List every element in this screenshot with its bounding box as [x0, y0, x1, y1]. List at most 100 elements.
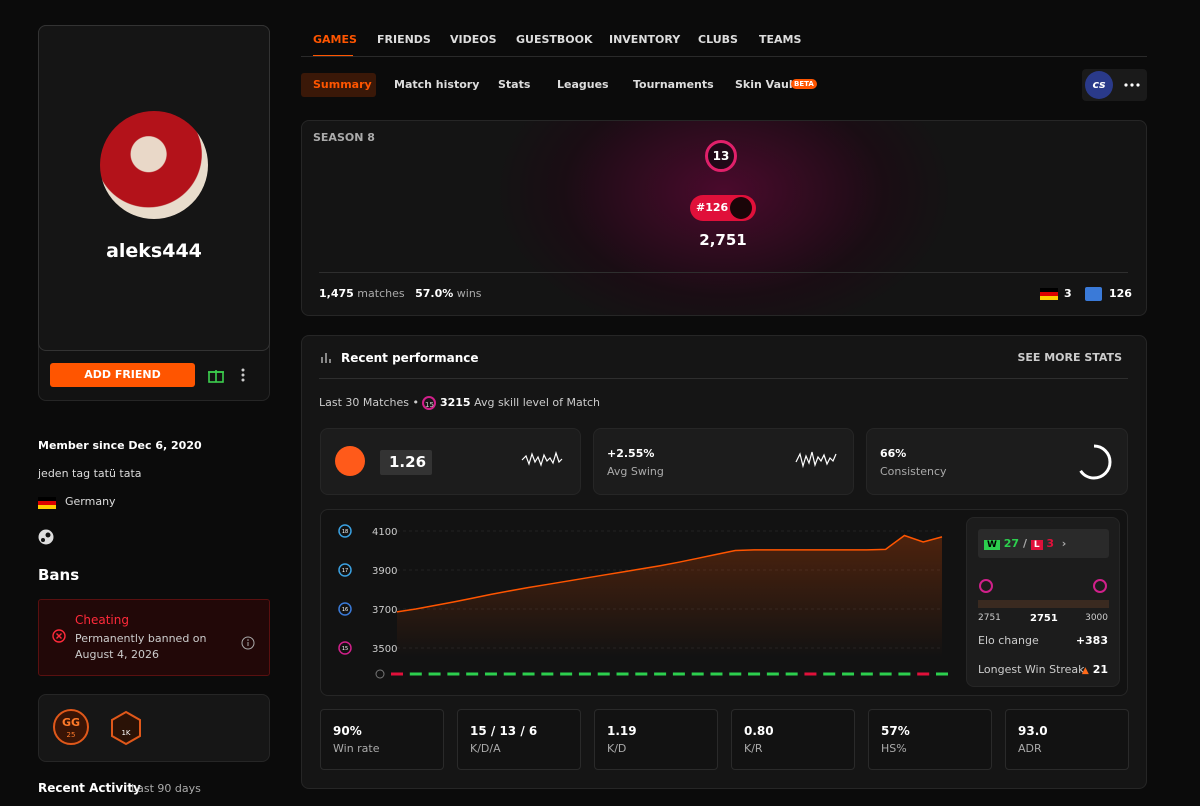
ban-detail: Permanently banned on August 4, 2026 [75, 632, 207, 661]
bans-title: Bans [38, 566, 80, 584]
gift-icon[interactable] [207, 366, 225, 384]
consistency-label: Consistency [880, 465, 947, 478]
tab[interactable]: GAMES [313, 33, 357, 46]
stat-card [868, 709, 992, 770]
result-marker [635, 672, 648, 676]
subtab[interactable]: Match history [394, 78, 480, 91]
beta-badge: BETA [791, 79, 817, 89]
badges: GG 25 1K [53, 709, 141, 746]
y-tick-label: 3900 [372, 566, 397, 577]
result-marker [729, 672, 742, 676]
y-tick-label: 3500 [372, 644, 397, 655]
subtab[interactable]: Tournaments [633, 78, 714, 91]
more-icon[interactable] [240, 367, 246, 383]
region-icon [1085, 287, 1102, 301]
level-from [979, 579, 993, 593]
consistency-ring [1076, 444, 1112, 480]
rating-value: 1.26 [389, 453, 427, 471]
result-marker [466, 672, 479, 676]
subtab[interactable]: Stats [498, 78, 531, 91]
wins-label: wins [456, 287, 482, 300]
tick-level: 17 [342, 568, 348, 574]
ban-box [38, 599, 270, 676]
stat-card [594, 709, 718, 770]
stat-card [731, 709, 855, 770]
region-rank: 126 [1109, 287, 1132, 300]
add-friend-button[interactable]: ADD FRIEND [50, 363, 195, 387]
range-min: 2751 [978, 613, 1001, 623]
avg-level: 15 [422, 396, 437, 410]
consistency-value: 66% [880, 447, 907, 460]
info-icon [375, 669, 385, 679]
avg-skill: 3215 [439, 396, 471, 409]
username: aleks444 [106, 240, 202, 262]
level-to [1093, 579, 1107, 593]
bio: jeden tag tatü tata [38, 467, 142, 480]
result-marker [917, 672, 930, 676]
result-marker [785, 672, 798, 676]
tab[interactable]: VIDEOS [450, 33, 497, 46]
result-marker [823, 672, 836, 676]
elo-change: +383 [1075, 634, 1108, 647]
result-marker [842, 672, 855, 676]
tab[interactable]: CLUBS [698, 33, 738, 46]
tab[interactable]: INVENTORY [609, 33, 681, 46]
country-rank: 3 [1064, 287, 1072, 300]
stat-label: ADR [1018, 742, 1042, 755]
swing-value: +2.55% [607, 447, 655, 460]
result-marker [597, 672, 610, 676]
more-icon[interactable] [1124, 83, 1140, 87]
stat-value: 57% [881, 724, 910, 738]
result-marker [804, 672, 817, 676]
country: Germany [65, 495, 116, 508]
subtab[interactable]: Leagues [557, 78, 609, 91]
result-marker [672, 672, 685, 676]
result-marker [898, 672, 911, 676]
subtab[interactable]: Summary [313, 78, 372, 91]
tick-level-icon [338, 524, 352, 538]
stat-value: 1.19 [607, 724, 637, 738]
tick-level-icon [338, 641, 352, 655]
matches: 1,475 [319, 287, 354, 300]
loss-tag: L [1030, 540, 1043, 550]
result-marker [391, 672, 403, 676]
subtab[interactable]: Skin Vault [735, 78, 798, 91]
stat-label: K/D [607, 742, 627, 755]
current-elo: 2751 [1030, 613, 1058, 624]
result-marker [447, 672, 460, 676]
tick-level-icon [338, 563, 352, 577]
range-max: 3000 [1085, 613, 1108, 623]
tick-level: 15 [342, 646, 348, 652]
result-marker [936, 672, 948, 676]
ban-icon [52, 629, 66, 643]
result-marker [616, 672, 629, 676]
result-marker [691, 672, 704, 676]
game-badge: cs [1085, 71, 1113, 99]
elo-change-label: Elo change [978, 634, 1039, 647]
steam-icon[interactable] [38, 529, 54, 545]
swing-label: Avg Swing [607, 465, 664, 478]
stat-label: K/D/A [470, 742, 501, 755]
result-marker [409, 672, 422, 676]
flag [38, 497, 56, 509]
result-marker [541, 672, 554, 676]
swing-card [593, 428, 854, 495]
flag [1040, 288, 1058, 300]
result-marker [860, 672, 873, 676]
ban-title: Cheating [75, 613, 129, 627]
see-more-link[interactable]: SEE MORE STATS [1017, 351, 1122, 364]
y-tick-label: 4100 [372, 527, 397, 538]
losses: 3 [1046, 537, 1055, 550]
progress-bar [978, 600, 1109, 608]
consistency-card [866, 428, 1128, 495]
recent-activity-period: Last 90 days [131, 782, 201, 795]
tab[interactable]: TEAMS [759, 33, 802, 46]
tabs-divider [301, 56, 1147, 57]
result-marker [484, 672, 497, 676]
info-icon[interactable] [241, 636, 255, 650]
result-marker [766, 672, 779, 676]
tab[interactable]: GUESTBOOK [516, 33, 593, 46]
tab[interactable]: FRIENDS [377, 33, 431, 46]
y-tick-label: 3700 [372, 605, 397, 616]
